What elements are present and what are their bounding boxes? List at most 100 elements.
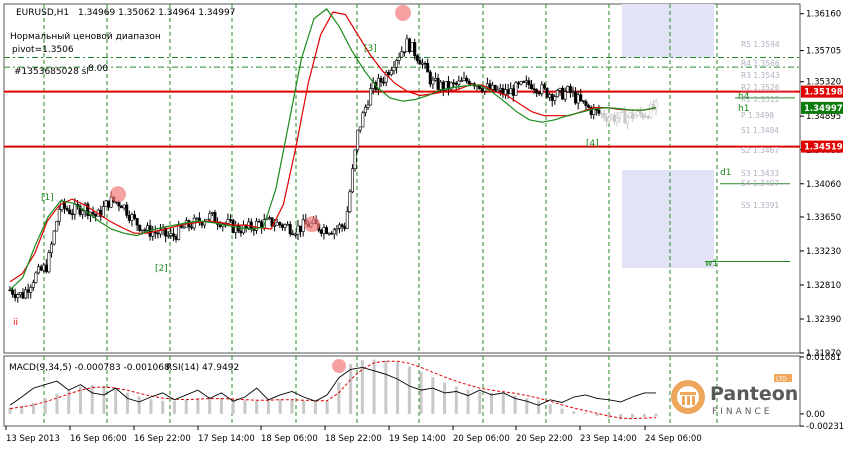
candle-body-32 bbox=[91, 211, 95, 215]
candle-body-219 bbox=[576, 94, 580, 104]
candle-body-208 bbox=[548, 94, 552, 98]
macd-bar-26 bbox=[313, 401, 317, 414]
pivot-r4: R4 1.3566 bbox=[741, 59, 780, 68]
candle-body-166 bbox=[439, 81, 443, 90]
candle-body-4 bbox=[18, 292, 22, 295]
pivot-r2: R2 1.3526 bbox=[741, 83, 780, 92]
candle-body-67 bbox=[182, 226, 186, 229]
x-tick-label-6: 19 Sep 14:00 bbox=[389, 434, 446, 444]
price-tag-2: 1.34519 bbox=[804, 143, 843, 153]
candle-body-50 bbox=[138, 224, 142, 232]
candle-body-240 bbox=[631, 112, 635, 119]
candle-body-228 bbox=[600, 112, 604, 115]
candle-body-238 bbox=[625, 116, 629, 124]
candle-body-90 bbox=[241, 224, 245, 234]
candle-body-215 bbox=[566, 86, 570, 92]
candle-body-146 bbox=[387, 72, 391, 75]
candle-body-184 bbox=[485, 83, 489, 88]
price-tag-0: 1.35198 bbox=[804, 88, 843, 98]
candle-body-128 bbox=[340, 224, 344, 227]
macd-bar-1 bbox=[20, 405, 24, 414]
candle-body-152 bbox=[402, 51, 406, 54]
macd-bar-49 bbox=[584, 412, 588, 414]
candle-body-192 bbox=[506, 89, 510, 95]
candle-body-232 bbox=[610, 114, 614, 118]
pivot-s4: S4 1.3407 bbox=[741, 179, 779, 188]
candle-body-199 bbox=[524, 80, 528, 83]
level-h1: h1 bbox=[738, 104, 749, 114]
y-tick-label-3: 1.34895 bbox=[806, 112, 841, 122]
candle-body-147 bbox=[389, 70, 393, 75]
price-axis: 1.361601.357051.353201.348951.344801.340… bbox=[800, 10, 843, 359]
rsi-line bbox=[9, 366, 656, 406]
candle-body-46 bbox=[127, 215, 131, 221]
price-tag-bg-1 bbox=[801, 101, 843, 114]
macd-y-tick-label-2: -0.00231 bbox=[806, 422, 844, 432]
macd-bar-20 bbox=[243, 400, 247, 414]
signal-circle-macd bbox=[332, 359, 346, 373]
candle-body-105 bbox=[280, 224, 284, 228]
macd-bar-38 bbox=[454, 386, 458, 414]
macd-bar-9 bbox=[114, 388, 118, 414]
macd-bar-12 bbox=[149, 399, 153, 414]
candle-body-214 bbox=[563, 91, 567, 100]
macd-bar-22 bbox=[266, 400, 270, 414]
price-tag-bg-0 bbox=[801, 85, 843, 98]
macd-bar-3 bbox=[43, 398, 47, 414]
macd-bar-29 bbox=[349, 363, 353, 414]
wave-label-3: [3] bbox=[364, 44, 377, 54]
macd-bar-14 bbox=[172, 400, 176, 414]
x-tick-label-3: 17 Sep 14:00 bbox=[198, 434, 255, 444]
candle-body-43 bbox=[120, 205, 124, 209]
candle-body-143 bbox=[379, 77, 383, 83]
candle-body-79 bbox=[213, 212, 217, 223]
candle-body-96 bbox=[257, 220, 261, 223]
macd-bar-30 bbox=[360, 360, 364, 414]
x-tick-label-10: 24 Sep 06:00 bbox=[645, 434, 702, 444]
candle-body-242 bbox=[636, 111, 640, 116]
candle-body-209 bbox=[550, 94, 554, 101]
range-label: Нормальный ценовой диапазон bbox=[10, 32, 161, 42]
series-line-1 bbox=[9, 8, 657, 291]
candle-body-138 bbox=[366, 104, 370, 108]
macd-bar-18 bbox=[219, 398, 223, 414]
candle-body-122 bbox=[325, 227, 329, 234]
candle-body-203 bbox=[535, 89, 539, 94]
candle-body-142 bbox=[376, 77, 380, 90]
candle-body-216 bbox=[568, 86, 572, 93]
candle-body-154 bbox=[408, 38, 412, 53]
macd-bar-46 bbox=[548, 404, 552, 414]
candle-body-163 bbox=[431, 79, 435, 85]
macd-bar-21 bbox=[255, 400, 259, 414]
macd-bar-25 bbox=[302, 400, 306, 414]
pivot-r3: R3 1.3543 bbox=[741, 71, 780, 80]
candle-body-10 bbox=[34, 272, 38, 283]
candle-body-217 bbox=[571, 91, 575, 94]
candle-body-229 bbox=[602, 113, 606, 119]
candle-body-33 bbox=[94, 213, 98, 217]
candle-body-195 bbox=[514, 82, 518, 96]
macd-bar-19 bbox=[231, 399, 235, 414]
candle-body-198 bbox=[522, 81, 526, 83]
macd-bar-42 bbox=[501, 393, 505, 414]
macd-bar-8 bbox=[102, 385, 106, 414]
candle-body-44 bbox=[122, 204, 126, 209]
brand-badge: LTD bbox=[776, 376, 787, 383]
y-tick-label-0: 1.36160 bbox=[806, 10, 841, 20]
candle-body-78 bbox=[210, 212, 214, 214]
macd-bar-36 bbox=[431, 377, 435, 414]
candle-body-25 bbox=[73, 203, 77, 215]
candle-body-125 bbox=[332, 229, 336, 235]
candle-body-200 bbox=[527, 80, 531, 85]
indicator-pane[interactable] bbox=[3, 355, 801, 427]
level-w1: w1 bbox=[705, 259, 718, 269]
candle-body-11 bbox=[37, 266, 41, 274]
macd-bar-15 bbox=[184, 399, 188, 414]
candle-body-65 bbox=[177, 224, 181, 240]
ohlc-quote: 1.34969 1.35062 1.34964 1.34997 bbox=[78, 8, 235, 18]
macd-bar-34 bbox=[407, 366, 411, 414]
macd-bar-23 bbox=[278, 399, 282, 414]
candle-body-159 bbox=[421, 62, 425, 65]
candle-body-175 bbox=[462, 77, 466, 81]
